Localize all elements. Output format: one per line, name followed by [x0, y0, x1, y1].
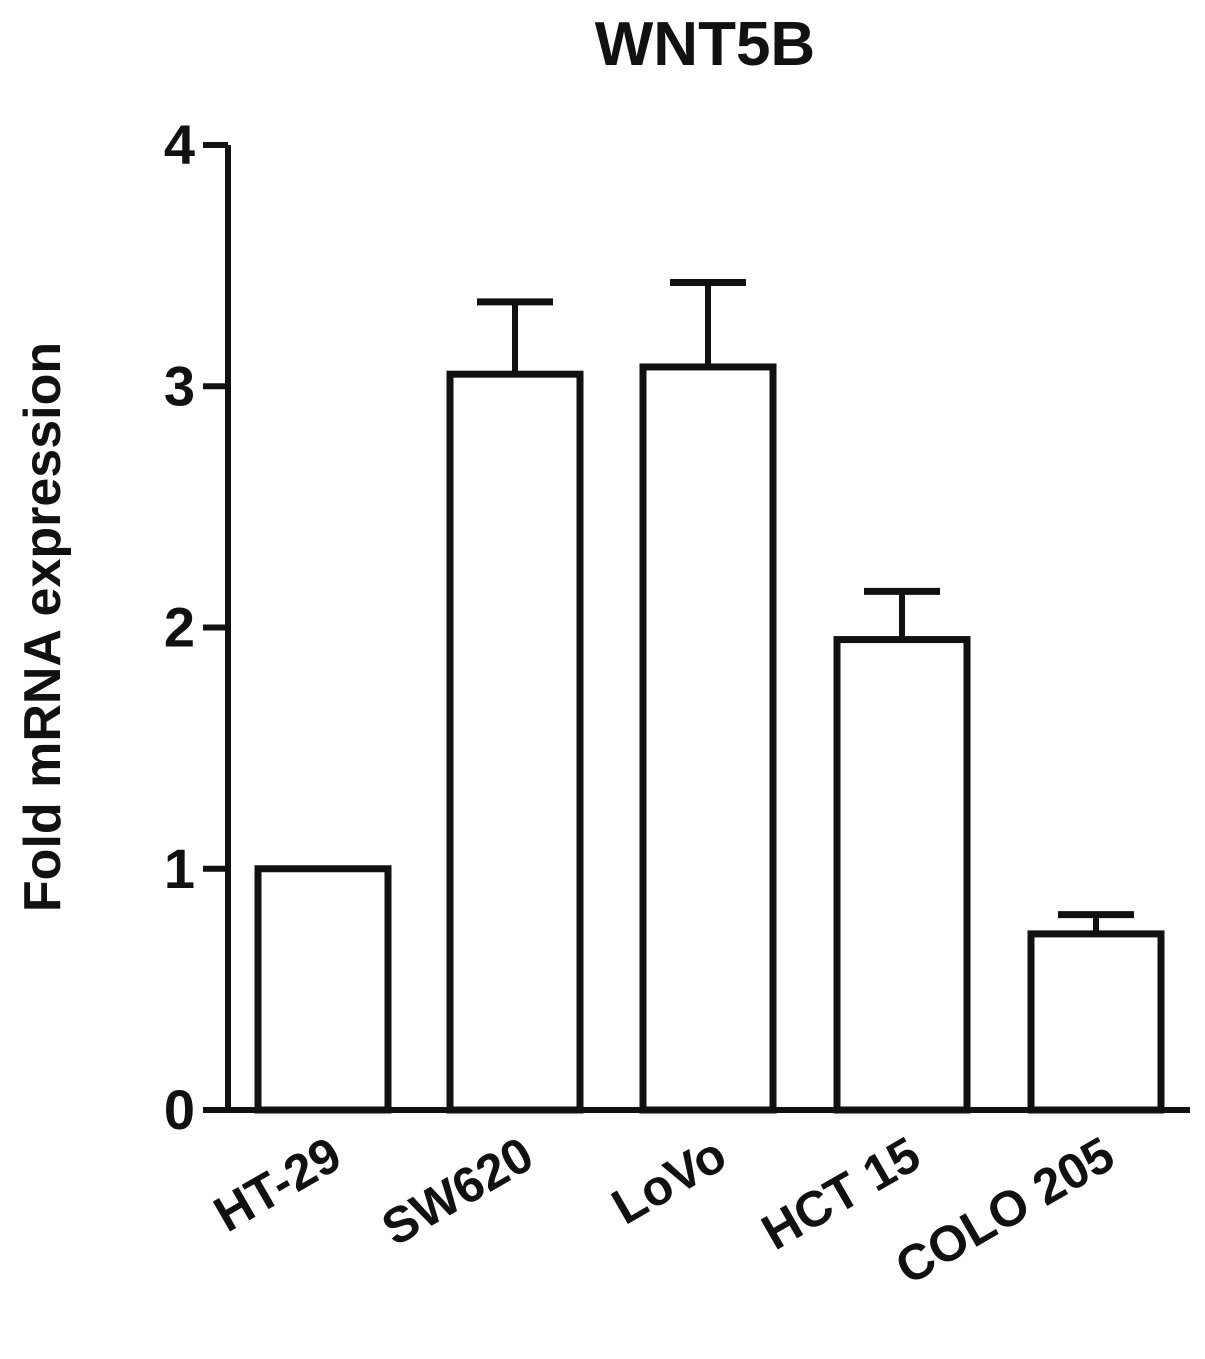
- x-tick-label: HT-29: [205, 1126, 351, 1243]
- x-tick-label: COLO 205: [886, 1126, 1123, 1295]
- bar: [1027, 930, 1165, 1114]
- y-tick-label: 1: [164, 837, 195, 900]
- error-bars: [477, 279, 1134, 934]
- bar: [254, 865, 392, 1114]
- y-axis-ticks: 0 1 2 3 4: [164, 113, 228, 1141]
- bar: [446, 370, 584, 1114]
- y-tick-label: 2: [164, 596, 195, 659]
- y-tick-label: 3: [164, 354, 195, 417]
- bar: [639, 363, 777, 1114]
- x-tick-label: LoVo: [602, 1126, 735, 1235]
- x-tick-label: SW620: [372, 1126, 542, 1256]
- y-tick-label: 0: [164, 1078, 195, 1141]
- chart-title: WNT5B: [595, 10, 815, 79]
- bars: [254, 363, 1165, 1114]
- bar: [833, 636, 971, 1114]
- y-tick-label: 4: [164, 113, 195, 176]
- y-axis-label: Fold mRNA expression: [14, 342, 72, 912]
